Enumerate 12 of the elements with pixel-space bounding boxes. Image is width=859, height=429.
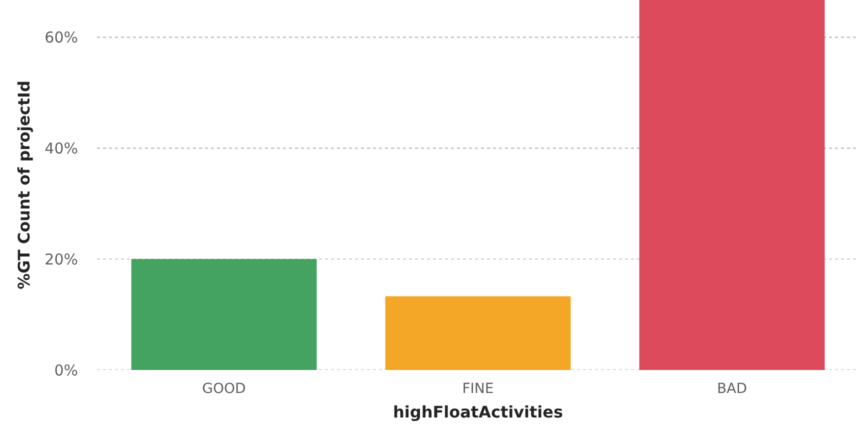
bar — [385, 296, 571, 370]
y-axis-title: %GT Count of projectId — [14, 80, 34, 290]
bar — [131, 259, 317, 370]
x-tick-label: BAD — [717, 381, 747, 397]
x-tick-label: GOOD — [202, 381, 246, 397]
y-tick-label: 0% — [54, 361, 78, 380]
x-axis-title: highFloatActivities — [393, 402, 563, 422]
y-tick-label: 40% — [44, 139, 78, 158]
y-tick-label: 60% — [44, 28, 78, 46]
x-tick-label: FINE — [462, 381, 494, 397]
bar — [639, 0, 825, 370]
y-tick-label: 20% — [44, 250, 78, 268]
